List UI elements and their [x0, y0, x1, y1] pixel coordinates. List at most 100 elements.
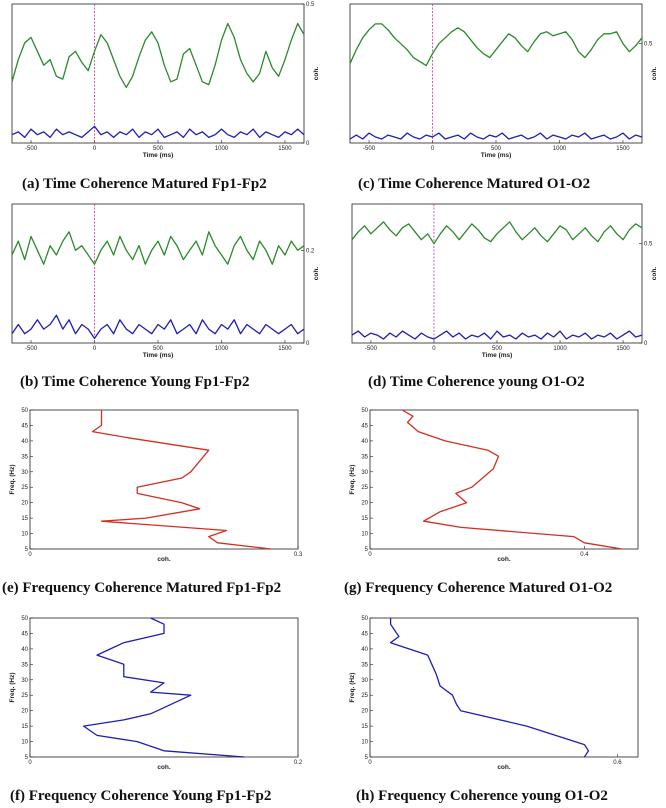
caption-a: (a) Time Coherence Matured Fp1-Fp2	[22, 176, 267, 192]
x-tick-label: 500	[153, 346, 164, 352]
chart-svg-d: -500 0 500 1000 1500 0 0.5 Time (ms) coh.	[351, 203, 658, 359]
x-tick-label: 500	[492, 346, 503, 352]
chart-svg-h: 0 0.6 5 10 15 20 25 30 35 40 45 50 coh. Freq. (Hz)	[349, 616, 639, 771]
y-tick-label: 30	[21, 470, 28, 476]
series-line-coherence	[82, 617, 245, 758]
y-tick-label: 25	[21, 485, 28, 491]
x-tick-label: 0	[431, 146, 435, 152]
y-tick-label: 0.5	[644, 242, 653, 248]
panel-c-chart: -500 0 500 1000 1500 0.5 Time (ms) coh.	[336, 0, 666, 168]
y-tick-label: 35	[21, 454, 28, 460]
caption-f: (f) Frequency Coherence Young Fp1-Fp2	[10, 788, 272, 804]
y-tick-label: 45	[361, 423, 368, 429]
plot-frame	[369, 617, 639, 758]
x-tick-label: 0	[28, 552, 32, 558]
y-tick-label: 50	[361, 616, 368, 622]
y-tick-label: 20	[21, 709, 28, 715]
x-tick-label: 0.4	[580, 552, 589, 558]
y-axis-label: Freq. (Hz)	[9, 673, 16, 703]
y-tick-label: 30	[361, 470, 368, 476]
chart-svg-e: 0 0.3 5 10 15 20 25 30 35 40 45 50 coh. Freq. (Hz)	[9, 408, 303, 563]
y-tick-label: 5	[25, 547, 29, 553]
x-tick-label: 0	[368, 760, 372, 766]
panel-a-chart: -500 0 500 1000 1500 0 0.5 Time (ms) coh.	[0, 0, 320, 168]
y-tick-label: 5	[25, 755, 29, 761]
x-tick-label: 0.6	[613, 760, 622, 766]
y-tick-label: 35	[21, 662, 28, 668]
plot-frame	[369, 409, 639, 550]
x-tick-label: -500	[365, 346, 378, 352]
y-tick-label: 10	[21, 740, 28, 746]
y-tick-label: 35	[361, 454, 368, 460]
x-tick-label: 500	[491, 146, 502, 152]
x-tick-label: 0	[93, 146, 97, 152]
plot-frame	[29, 617, 299, 758]
panel-g-chart: 0 0.4 5 10 15 20 25 30 35 40 45 50 coh. Freq. (Hz)	[336, 400, 666, 570]
panel-b-chart: -500 0 500 1000 1500 0 0.2 Time (ms) coh.	[0, 200, 320, 368]
y-axis-label: coh.	[651, 267, 658, 281]
y-tick-label: 45	[21, 631, 28, 637]
panel-f-chart: 0 0.2 5 10 15 20 25 30 35 40 45 50 coh. Freq. (Hz)	[0, 604, 320, 774]
y-tick-label: 0	[644, 341, 648, 347]
y-tick-label: 25	[361, 693, 368, 699]
x-tick-label: 1000	[553, 346, 567, 352]
x-tick-label: 0	[28, 760, 32, 766]
series-line-baseline	[11, 125, 305, 139]
chart-svg-c: -500 0 500 1000 1500 0.5 Time (ms) coh.	[349, 3, 658, 159]
series-line-coherence	[351, 221, 643, 245]
y-tick-label: 15	[361, 516, 368, 522]
y-axis-label: Freq. (Hz)	[349, 673, 356, 703]
x-tick-label: 1500	[616, 146, 630, 152]
chart-svg-a: -500 0 500 1000 1500 0 0.5 Time (ms) coh.	[11, 2, 320, 159]
caption-h: (h) Frequency Coherence young O1-O2	[356, 788, 608, 804]
y-tick-label: 50	[361, 408, 368, 414]
y-tick-label: 0	[306, 141, 310, 147]
y-tick-label: 0.2	[306, 248, 315, 254]
y-tick-label: 40	[361, 439, 368, 445]
x-tick-label: 500	[153, 146, 164, 152]
x-tick-label: -500	[363, 146, 376, 152]
plot-frame	[11, 203, 305, 344]
x-axis-label: Time (ms)	[482, 352, 513, 359]
y-tick-label: 10	[21, 532, 28, 538]
series-line-coherence	[401, 409, 623, 550]
plot-frame	[351, 203, 643, 344]
y-tick-label: 15	[361, 724, 368, 730]
y-tick-label: 35	[361, 662, 368, 668]
panel-e-chart: 0 0.3 5 10 15 20 25 30 35 40 45 50 coh. Freq. (Hz)	[0, 400, 320, 570]
series-line-coherence	[11, 231, 305, 265]
y-tick-label: 0.5	[306, 2, 315, 8]
series-line-coherence	[91, 410, 272, 550]
x-axis-label: coh.	[157, 764, 171, 771]
y-tick-label: 5	[365, 755, 369, 761]
y-tick-label: 0	[306, 341, 310, 347]
y-axis-label: coh.	[313, 267, 320, 281]
caption-b: (b) Time Coherence Young Fp1-Fp2	[20, 374, 250, 390]
y-tick-label: 10	[361, 740, 368, 746]
x-tick-label: -500	[25, 346, 38, 352]
chart-svg-g: 0 0.4 5 10 15 20 25 30 35 40 45 50 coh. Freq. (Hz)	[349, 408, 639, 563]
panel-h-chart: 0 0.6 5 10 15 20 25 30 35 40 45 50 coh. Freq. (Hz)	[336, 604, 666, 774]
plot-frame	[349, 3, 643, 144]
series-line-baseline	[351, 330, 643, 340]
series-line-baseline	[11, 314, 305, 340]
x-tick-label: 0.3	[294, 552, 303, 558]
y-axis-label: coh.	[313, 67, 320, 81]
x-tick-label: 0.2	[294, 760, 303, 766]
y-axis-label: Freq. (Hz)	[9, 465, 16, 495]
plot-frame	[11, 3, 305, 144]
panel-d-chart: -500 0 500 1000 1500 0 0.5 Time (ms) coh.	[336, 200, 666, 368]
y-tick-label: 25	[21, 693, 28, 699]
x-axis-label: Time (ms)	[481, 152, 512, 159]
y-tick-label: 40	[21, 439, 28, 445]
y-tick-label: 15	[21, 516, 28, 522]
x-tick-label: 1500	[616, 346, 630, 352]
x-axis-label: coh.	[497, 556, 511, 563]
y-tick-label: 50	[21, 616, 28, 622]
y-tick-label: 50	[21, 408, 28, 414]
x-tick-label: 0	[93, 346, 97, 352]
y-tick-label: 45	[21, 423, 28, 429]
y-axis-label: coh.	[651, 67, 658, 81]
series-line-coherence	[389, 618, 590, 758]
y-tick-label: 20	[361, 501, 368, 507]
